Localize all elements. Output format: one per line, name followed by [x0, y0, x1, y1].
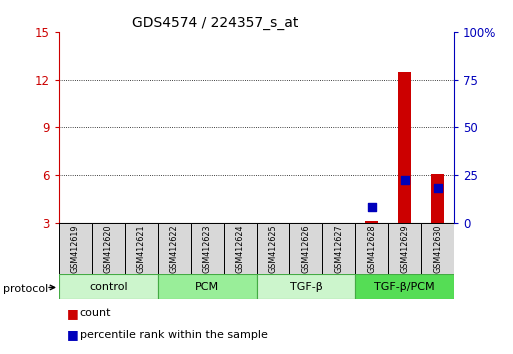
Text: GDS4574 / 224357_s_at: GDS4574 / 224357_s_at [132, 16, 299, 30]
Bar [158, 223, 191, 274]
Bar [256, 274, 355, 299]
Point [433, 185, 442, 191]
Text: GSM412619: GSM412619 [71, 224, 80, 273]
Text: ■: ■ [67, 307, 78, 320]
Bar [59, 223, 92, 274]
Bar [125, 223, 158, 274]
Bar [355, 274, 454, 299]
Bar [365, 222, 378, 223]
Text: count: count [80, 308, 111, 318]
Text: GSM412626: GSM412626 [301, 224, 310, 273]
Text: protocol: protocol [3, 284, 48, 293]
Point [401, 177, 409, 183]
Text: TGF-β/PCM: TGF-β/PCM [374, 282, 435, 292]
Text: ■: ■ [67, 328, 78, 341]
Bar [421, 223, 454, 274]
Text: GSM412622: GSM412622 [170, 224, 179, 273]
Text: control: control [89, 282, 128, 292]
Point [368, 204, 376, 210]
Text: GSM412629: GSM412629 [400, 224, 409, 273]
Text: GSM412630: GSM412630 [433, 224, 442, 273]
Text: GSM412625: GSM412625 [268, 224, 278, 273]
Bar [191, 223, 224, 274]
Text: GSM412623: GSM412623 [203, 224, 212, 273]
Text: GSM412624: GSM412624 [235, 224, 245, 273]
Bar [322, 223, 355, 274]
Bar [59, 274, 158, 299]
Bar [92, 223, 125, 274]
Bar [224, 223, 256, 274]
Text: percentile rank within the sample: percentile rank within the sample [80, 330, 267, 339]
Text: TGF-β: TGF-β [289, 282, 322, 292]
Bar [256, 223, 289, 274]
Text: GSM412627: GSM412627 [334, 224, 343, 273]
Bar [355, 223, 388, 274]
Bar [158, 274, 256, 299]
Bar [289, 223, 322, 274]
Text: GSM412628: GSM412628 [367, 224, 376, 273]
Bar [388, 223, 421, 274]
Text: PCM: PCM [195, 282, 219, 292]
Text: GSM412621: GSM412621 [137, 224, 146, 273]
Bar [398, 72, 411, 223]
Bar [431, 174, 444, 223]
Text: GSM412620: GSM412620 [104, 224, 113, 273]
